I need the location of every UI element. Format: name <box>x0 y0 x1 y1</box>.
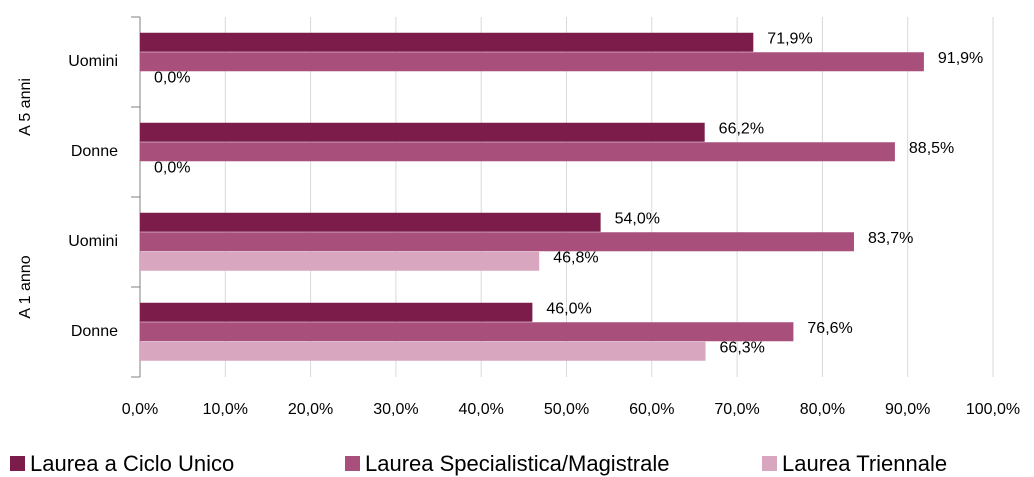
data-label: 88,5% <box>909 140 954 157</box>
group-label: A 5 anni <box>17 78 34 136</box>
x-tick-label: 40,0% <box>459 401 504 418</box>
x-tick-label: 0,0% <box>122 401 158 418</box>
x-tick-label: 60,0% <box>629 401 674 418</box>
x-tick-label: 70,0% <box>714 401 759 418</box>
legend-swatch <box>345 456 360 471</box>
legend-label: Laurea Triennale <box>782 451 947 476</box>
bar <box>140 322 794 342</box>
bar <box>140 142 895 162</box>
data-label: 46,8% <box>553 250 598 267</box>
legend-label: Laurea a Ciclo Unico <box>30 451 234 476</box>
bar <box>140 341 706 361</box>
x-tick-label: 100,0% <box>966 401 1020 418</box>
bar <box>140 122 705 142</box>
data-label: 54,0% <box>615 211 660 228</box>
data-label: 66,3% <box>720 340 765 357</box>
y-tick-label: Donne <box>71 143 118 160</box>
x-tick-label: 10,0% <box>203 401 248 418</box>
y-tick-label: Uomini <box>68 233 118 250</box>
bar <box>140 212 601 232</box>
bar <box>140 232 854 252</box>
data-label: 66,2% <box>719 121 764 138</box>
x-tick-label: 50,0% <box>544 401 589 418</box>
bar <box>140 251 540 271</box>
x-tick-label: 30,0% <box>373 401 418 418</box>
bar <box>140 52 924 72</box>
data-label: 83,7% <box>868 230 913 247</box>
legend-label: Laurea Specialistica/Magistrale <box>365 451 670 476</box>
bar <box>140 302 533 322</box>
y-tick-label: Uomini <box>68 53 118 70</box>
data-label: 91,9% <box>938 50 983 67</box>
group-label: A 1 anno <box>17 255 34 318</box>
x-tick-label: 90,0% <box>885 401 930 418</box>
bar <box>140 32 754 52</box>
data-label: 71,9% <box>767 31 812 48</box>
x-tick-label: 20,0% <box>288 401 333 418</box>
data-label: 0,0% <box>154 160 190 177</box>
data-label: 76,6% <box>807 320 852 337</box>
data-label: 46,0% <box>546 301 591 318</box>
data-label: 0,0% <box>154 70 190 87</box>
y-tick-label: Donne <box>71 323 118 340</box>
x-tick-label: 80,0% <box>800 401 845 418</box>
legend-swatch <box>10 456 25 471</box>
legend-swatch <box>762 456 777 471</box>
